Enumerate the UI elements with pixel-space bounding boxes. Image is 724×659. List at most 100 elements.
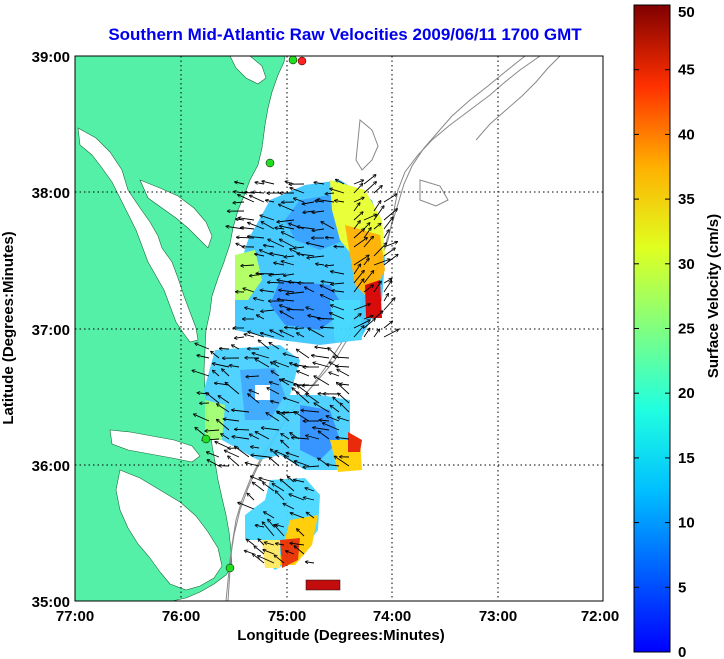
velocity-arrow (276, 491, 285, 501)
velocity-arrow (353, 304, 370, 311)
velocity-arrow (316, 264, 325, 265)
velocity-arrow (340, 384, 350, 385)
velocity-arrow (363, 215, 376, 221)
velocity-arrow (383, 279, 392, 284)
velocity-arrow (235, 337, 245, 338)
velocity-arrow (336, 180, 345, 185)
velocity-arrow (225, 451, 240, 458)
velocity-arrow (312, 355, 330, 359)
velocity-arrow (336, 366, 350, 367)
velocity-arrow (363, 228, 371, 239)
velocity-arrow (257, 273, 275, 274)
velocity-arrow (363, 259, 369, 266)
colorbar-tick-label: 45 (678, 62, 695, 79)
velocity-arrow (267, 388, 280, 395)
velocity-arrow (280, 311, 295, 320)
velocity-arrow (287, 291, 305, 294)
velocity-arrow (373, 206, 384, 221)
velocity-arrow (353, 314, 361, 320)
velocity-arrow (319, 431, 330, 440)
velocity-arrow (208, 460, 220, 467)
velocity-arrow (353, 271, 364, 284)
velocity-arrow (331, 305, 345, 311)
colorbar-tick-label: 20 (678, 385, 695, 402)
velocity-arrow (248, 494, 255, 501)
velocity-arrow (353, 320, 370, 329)
velocity-arrow (255, 359, 270, 368)
velocity-arrow (193, 371, 210, 377)
velocity-arrow (331, 406, 340, 413)
velocity-arrow (258, 556, 275, 564)
velocity-arrow (241, 265, 255, 266)
velocity-arrow (314, 403, 330, 413)
velocity-arrow (268, 240, 285, 248)
velocity-arrow (305, 488, 315, 492)
velocity-arrow (280, 226, 295, 230)
map-plot-area (74, 55, 604, 602)
velocity-arrow (373, 243, 386, 257)
velocity-arrow (363, 319, 375, 329)
velocity-arrow (250, 434, 260, 440)
velocity-arrow (232, 437, 250, 440)
velocity-arrow (321, 295, 335, 302)
velocity-arrow (228, 456, 240, 467)
velocity-arrow (233, 202, 245, 203)
velocity-arrow (307, 255, 325, 258)
y-tick-label: 36:00 (32, 458, 70, 475)
velocity-arrow (238, 195, 255, 203)
velocity-arrow (297, 333, 305, 338)
velocity-arrow (363, 182, 376, 194)
velocity-arrow (262, 222, 275, 230)
velocity-arrow (290, 543, 305, 546)
velocity-arrow (328, 348, 340, 359)
velocity-arrow (263, 483, 275, 492)
velocity-arrow (383, 217, 393, 230)
velocity-arrow (280, 240, 295, 248)
velocity-arrow (270, 253, 285, 257)
velocity-arrow (329, 373, 340, 377)
bay-channel (139, 179, 213, 249)
velocity-arrow (294, 247, 305, 248)
velocity-arrow (281, 434, 290, 440)
velocity-arrow (353, 255, 369, 266)
velocity-arrow (217, 420, 230, 431)
velocity-arrow (269, 458, 280, 467)
velocity-arrow (278, 299, 295, 302)
velocity-arrow (363, 175, 376, 185)
velocity-arrow (321, 327, 335, 328)
velocity-arrow (274, 525, 285, 537)
velocity-arrow (273, 484, 285, 492)
velocity-arrow (220, 349, 230, 350)
velocity-arrow (290, 188, 305, 194)
velocity-arrow (287, 453, 300, 458)
velocity-arrow (274, 263, 285, 266)
velocity-arrow (363, 237, 373, 248)
velocity-arrow (259, 478, 275, 483)
velocity-arrow (383, 281, 391, 293)
velocity-arrow (330, 313, 345, 320)
velocity-arrow (245, 308, 255, 311)
velocity-arrow (373, 282, 381, 293)
velocity-arrow (243, 288, 255, 293)
velocity-arrow (383, 194, 396, 203)
velocity-arrow (274, 362, 290, 368)
velocity-arrow (261, 333, 275, 338)
velocity-arrow (314, 376, 330, 386)
velocity-arrow (303, 466, 320, 467)
velocity-arrow (263, 550, 275, 555)
velocity-arrow (334, 247, 345, 248)
velocity-arrow (224, 419, 240, 422)
radar-site-marker (201, 434, 211, 444)
velocity-arrow (323, 423, 340, 431)
velocity-arrow (258, 539, 265, 546)
velocity-arrow (373, 201, 381, 212)
velocity-arrow (353, 221, 360, 230)
velocity-arrow (318, 319, 335, 320)
colorbar-gradient (633, 4, 671, 653)
velocity-arrow (304, 498, 315, 501)
velocity-arrow (237, 237, 255, 238)
velocity-arrow (373, 259, 390, 266)
velocity-arrow (303, 201, 315, 204)
velocity-arrow (326, 193, 335, 194)
